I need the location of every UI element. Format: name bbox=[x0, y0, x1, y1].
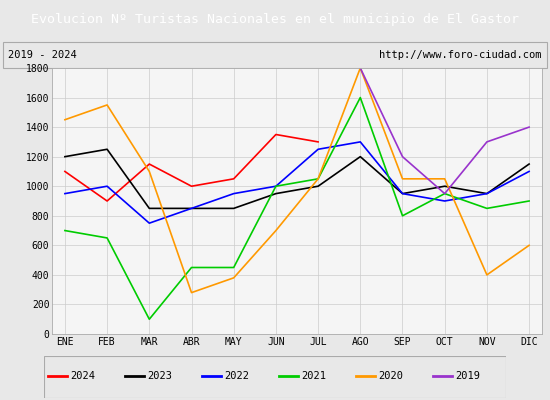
Text: 2019 - 2024: 2019 - 2024 bbox=[8, 50, 77, 60]
Text: http://www.foro-ciudad.com: http://www.foro-ciudad.com bbox=[379, 50, 542, 60]
Text: 2023: 2023 bbox=[147, 371, 172, 381]
Text: 2021: 2021 bbox=[301, 371, 326, 381]
Text: 2020: 2020 bbox=[378, 371, 403, 381]
Text: Evolucion Nº Turistas Nacionales en el municipio de El Gastor: Evolucion Nº Turistas Nacionales en el m… bbox=[31, 14, 519, 26]
Text: 2019: 2019 bbox=[455, 371, 480, 381]
Text: 2022: 2022 bbox=[224, 371, 249, 381]
Bar bbox=[3, 42, 547, 68]
Text: 2024: 2024 bbox=[70, 371, 95, 381]
